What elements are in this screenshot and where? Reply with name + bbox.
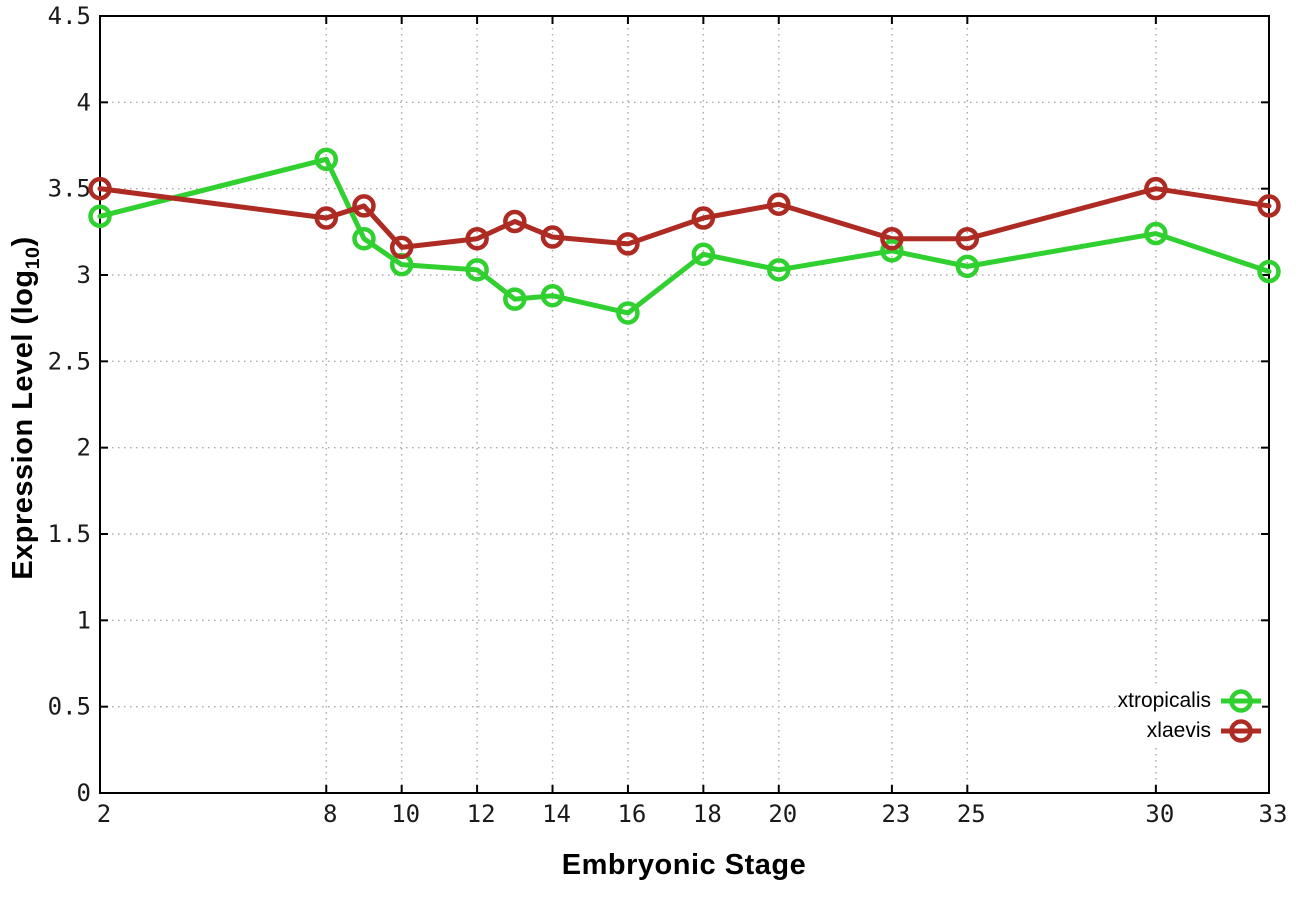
legend-entry-xtropicalis: xtropicalis bbox=[1118, 686, 1262, 716]
x-tick-label: 12 bbox=[467, 800, 496, 828]
y-axis-title-subscript: 10 bbox=[21, 246, 44, 270]
y-tick-label: 3 bbox=[77, 261, 91, 289]
data-point-xlaevis-stage-12 bbox=[465, 226, 489, 251]
x-tick-label: 18 bbox=[693, 800, 722, 828]
x-tick-label: 23 bbox=[881, 800, 910, 828]
data-point-xlaevis-stage-2 bbox=[88, 176, 112, 201]
x-tick-label: 8 bbox=[323, 800, 337, 828]
y-tick-label: 0 bbox=[77, 779, 91, 807]
data-point-xtropicalis-stage-12 bbox=[465, 258, 489, 282]
x-tick-label: 10 bbox=[391, 800, 420, 828]
gridlines bbox=[100, 16, 1269, 793]
legend: xtropicalis xlaevis bbox=[1117, 686, 1262, 746]
y-tick-label: 3.5 bbox=[48, 175, 91, 203]
y-tick-label: 2.5 bbox=[48, 347, 91, 375]
legend-marker-open-circle-icon bbox=[1221, 719, 1261, 743]
y-tick-label: 2 bbox=[77, 434, 91, 462]
data-point-xtropicalis-stage-16 bbox=[616, 301, 640, 325]
y-tick-label: 0.5 bbox=[48, 693, 91, 721]
plot-border bbox=[99, 15, 1270, 794]
x-tick-label: 14 bbox=[542, 800, 571, 828]
y-axis-title-text: Expression Level (log bbox=[7, 269, 40, 580]
data-point-xlaevis-stage-10 bbox=[389, 235, 414, 260]
data-point-xtropicalis-stage-8 bbox=[314, 147, 339, 172]
data-point-xtropicalis-stage-2 bbox=[88, 204, 112, 229]
data-point-xtropicalis-stage-30 bbox=[1144, 221, 1168, 246]
data-point-xtropicalis-stage-14 bbox=[540, 283, 565, 308]
data-point-xlaevis-stage-18 bbox=[691, 206, 716, 230]
data-point-xlaevis-stage-20 bbox=[767, 192, 791, 216]
data-point-xtropicalis-stage-13 bbox=[503, 287, 527, 311]
x-axis-title: Embryonic Stage bbox=[561, 849, 807, 881]
y-axis-title-suffix: ) bbox=[7, 236, 40, 247]
legend-label-xtropicalis: xtropicalis bbox=[1117, 689, 1211, 712]
y-tick-label: 1 bbox=[77, 606, 91, 634]
series-markers-xlaevis bbox=[88, 176, 1281, 260]
legend-entry-xlaevis: xlaevis bbox=[1118, 716, 1262, 746]
data-point-xlaevis-stage-14 bbox=[540, 225, 565, 249]
data-point-xtropicalis-stage-9 bbox=[352, 226, 376, 251]
data-point-xlaevis-stage-23 bbox=[880, 226, 904, 251]
data-point-xlaevis-stage-13 bbox=[503, 209, 527, 234]
x-tick-label: 33 bbox=[1259, 800, 1288, 828]
y-tick-label: 4.5 bbox=[48, 2, 91, 30]
series-markers-xtropicalis bbox=[88, 147, 1281, 325]
data-point-xtropicalis-stage-18 bbox=[691, 242, 716, 267]
x-tick-label: 25 bbox=[957, 800, 986, 828]
series-line-xlaevis bbox=[97, 186, 1272, 250]
data-point-xlaevis-stage-9 bbox=[352, 194, 376, 218]
data-point-xlaevis-stage-8 bbox=[314, 206, 339, 230]
data-point-xlaevis-stage-16 bbox=[616, 232, 640, 256]
x-tick-label: 30 bbox=[1145, 800, 1174, 828]
x-tick-label: 16 bbox=[617, 800, 646, 828]
legend-marker-open-circle-icon bbox=[1221, 689, 1261, 713]
data-point-xlaevis-stage-25 bbox=[955, 226, 980, 251]
y-tick-label: 4 bbox=[77, 88, 91, 116]
data-point-xlaevis-stage-33 bbox=[1257, 194, 1281, 218]
tick-labels: 0 0.5 1 1.5 2 2.5 3 3.5 4 4.5 2 8 10 12 14 16 18 20 23 25 30… bbox=[48, 2, 1288, 828]
data-point-xlaevis-stage-30 bbox=[1144, 176, 1168, 201]
legend-label-xlaevis: xlaevis bbox=[1146, 719, 1211, 742]
y-tick-label: 1.5 bbox=[48, 520, 91, 548]
y-axis-title: Expression Level (log10) bbox=[7, 236, 45, 579]
series-line-xtropicalis bbox=[97, 156, 1272, 316]
data-point-xtropicalis-stage-33 bbox=[1257, 259, 1281, 284]
data-point-xtropicalis-stage-23 bbox=[880, 239, 904, 263]
tick-marks bbox=[99, 15, 1270, 794]
data-point-xtropicalis-stage-20 bbox=[767, 258, 791, 282]
x-tick-label: 2 bbox=[97, 800, 111, 828]
data-point-xtropicalis-stage-25 bbox=[955, 254, 980, 279]
x-tick-label: 20 bbox=[768, 800, 797, 828]
